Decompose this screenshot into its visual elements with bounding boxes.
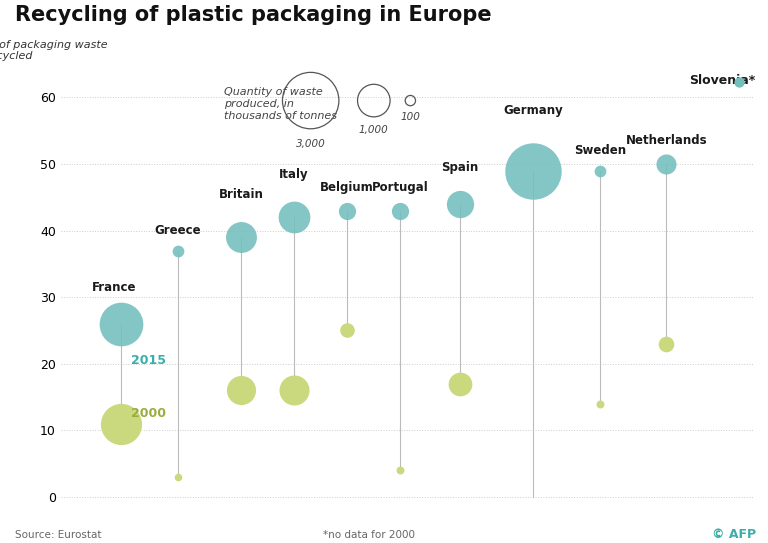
Text: Portugal: Portugal: [372, 181, 429, 194]
Text: Quantity of waste
produced, in
thousands of tonnes: Quantity of waste produced, in thousands…: [224, 87, 337, 121]
Text: Netherlands: Netherlands: [625, 134, 707, 147]
Text: Italy: Italy: [280, 168, 309, 180]
Point: [594, 400, 606, 408]
Point: [660, 339, 673, 348]
Text: Source: Eurostat: Source: Eurostat: [15, 529, 102, 540]
Point: [454, 380, 466, 388]
Text: Britain: Britain: [218, 187, 263, 200]
Point: [115, 419, 127, 428]
Text: Slovenia*: Slovenia*: [690, 74, 756, 87]
Text: % of packaging waste
recycled: % of packaging waste recycled: [0, 40, 108, 61]
Text: Recycling of plastic packaging in Europe: Recycling of plastic packaging in Europe: [15, 5, 492, 26]
Text: Spain: Spain: [442, 161, 478, 174]
Point: [660, 160, 673, 168]
Point: [527, 166, 539, 175]
Point: [394, 206, 406, 215]
Text: 1,000: 1,000: [359, 125, 389, 135]
Text: *no data for 2000: *no data for 2000: [323, 529, 415, 540]
Text: Belgium: Belgium: [320, 181, 374, 194]
Point: [115, 319, 127, 328]
Text: Germany: Germany: [504, 104, 563, 117]
Text: Greece: Greece: [154, 224, 201, 237]
Point: [171, 246, 184, 255]
Point: [733, 78, 746, 86]
Text: 2000: 2000: [131, 407, 166, 420]
Text: France: France: [92, 281, 137, 294]
Text: 2015: 2015: [131, 354, 166, 367]
Text: 3,000: 3,000: [296, 140, 326, 149]
Point: [305, 96, 317, 105]
Point: [341, 326, 353, 335]
Text: 100: 100: [400, 112, 420, 122]
Text: © AFP: © AFP: [713, 528, 756, 541]
Point: [235, 233, 247, 242]
Point: [171, 473, 184, 482]
Point: [394, 466, 406, 475]
Point: [288, 213, 300, 222]
Point: [594, 166, 606, 175]
Point: [368, 96, 380, 105]
Point: [454, 199, 466, 208]
Point: [341, 206, 353, 215]
Point: [288, 386, 300, 395]
Point: [235, 386, 247, 395]
Point: [404, 96, 416, 105]
Text: Sweden: Sweden: [574, 144, 626, 157]
